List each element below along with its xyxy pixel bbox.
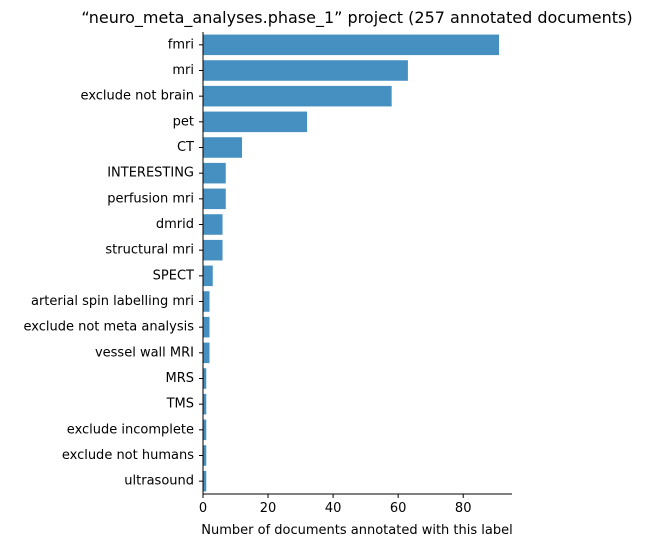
y-tick-label: perfusion mri (107, 191, 194, 206)
y-tick-label: exclude not humans (62, 448, 194, 463)
y-tick-label: INTERESTING (107, 166, 194, 181)
y-tick-labels: fmri mri exclude not brain pet CT INTERESTING… (23, 37, 203, 489)
x-tick-label: 40 (325, 501, 342, 516)
bar (203, 445, 207, 466)
y-tick-label: SPECT (153, 268, 194, 283)
y-tick-label: exclude incomplete (67, 422, 194, 437)
x-ticks: 0 20 40 60 80 (199, 494, 472, 516)
bar (203, 419, 207, 441)
y-tick-label: CT (177, 140, 194, 155)
bar (203, 60, 408, 81)
y-tick-label: pet (173, 114, 194, 129)
y-tick-label: ultrasound (124, 474, 194, 489)
x-tick-label: 0 (199, 501, 207, 516)
y-tick-label: vessel wall MRI (95, 345, 194, 360)
y-tick-label: MRS (165, 371, 194, 386)
bar (203, 265, 213, 287)
x-tick-label: 80 (455, 501, 472, 516)
bar (203, 291, 210, 312)
y-tick-label: fmri (168, 37, 194, 52)
x-tick-label: 20 (260, 501, 277, 516)
x-axis-label: Number of documents annotated with this … (201, 523, 512, 538)
y-tick-label: TMS (166, 397, 194, 412)
y-tick-label: exclude not brain (81, 89, 194, 104)
bar (203, 111, 308, 133)
bar (203, 368, 207, 389)
bar (203, 470, 207, 492)
bar (203, 137, 243, 158)
y-tick-label: structural mri (105, 243, 194, 258)
bar (203, 316, 210, 338)
y-tick-label: mri (172, 63, 194, 78)
bars-layer (203, 34, 499, 492)
bar (203, 214, 223, 235)
bar (203, 188, 226, 210)
chart-title: “neuro_meta_analyses.phase_1” project (2… (81, 8, 632, 28)
bar (203, 34, 499, 56)
bar (203, 85, 392, 107)
bar (203, 162, 226, 184)
y-tick-label: arterial spin labelling mri (31, 294, 194, 309)
bar (203, 393, 207, 415)
x-tick-label: 60 (390, 501, 407, 516)
y-tick-label: dmrid (156, 217, 194, 232)
bar (203, 239, 223, 261)
y-tick-label: exclude not meta analysis (23, 320, 194, 335)
bar (203, 342, 210, 364)
